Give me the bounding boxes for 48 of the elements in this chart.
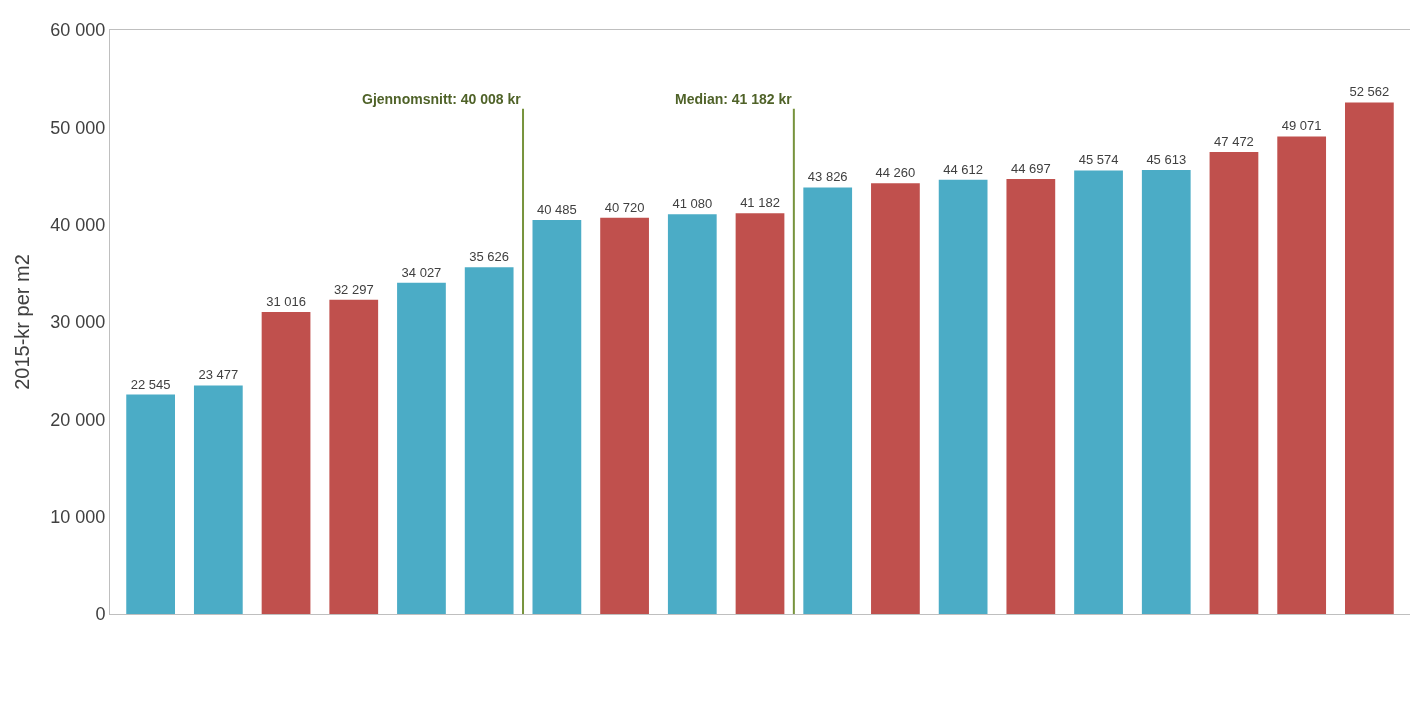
data-label: 44 697 [1010,160,1051,176]
y-tick-label: 50 000 [50,117,106,138]
data-label: 23 477 [198,367,239,383]
bar [803,187,853,614]
data-label: 41 182 [740,195,780,211]
data-label: 45 574 [1078,152,1119,168]
data-label: 32 297 [333,281,374,297]
data-label: 52 562 [1349,84,1390,100]
data-label: 40 720 [604,199,645,215]
data-label: 45 613 [1146,152,1187,168]
bar [1006,178,1056,614]
bar [1345,102,1394,614]
bar [464,267,514,614]
data-label: 47 472 [1214,133,1254,149]
data-label: 40 485 [536,201,577,217]
bar [735,213,785,614]
y-tick-label: 60 000 [50,20,106,41]
annotation: Gjennomsnitt: 40 008 kr [362,91,522,107]
bar [938,179,988,614]
y-axis-title: 2015-kr per m2 [10,254,33,390]
data-label: 44 612 [943,161,984,177]
data-label: 49 071 [1281,118,1322,134]
data-label: 34 027 [401,264,442,280]
bar [600,217,649,614]
data-label: 31 016 [266,294,306,310]
data-label: 22 545 [130,376,171,392]
bar [1277,136,1327,614]
bar [397,282,446,614]
bar [871,183,920,614]
bar [1141,170,1191,614]
bar [126,394,175,614]
bar [667,214,717,614]
bar [329,299,379,614]
y-tick-label: 0 [95,604,106,625]
bar [532,219,582,614]
y-tick-label: 10 000 [50,506,106,527]
y-tick-label: 20 000 [50,409,106,430]
bar [261,312,311,614]
bar [1074,170,1123,614]
y-tick-label: 40 000 [50,214,106,235]
annotation: Median: 41 182 kr [675,91,793,107]
data-label: 35 626 [469,249,510,265]
data-label: 44 260 [875,165,916,181]
bar [1209,151,1259,614]
data-label: 43 826 [807,169,848,185]
y-tick-label: 30 000 [50,312,106,333]
data-label: 41 080 [672,196,713,212]
bar [193,385,243,614]
